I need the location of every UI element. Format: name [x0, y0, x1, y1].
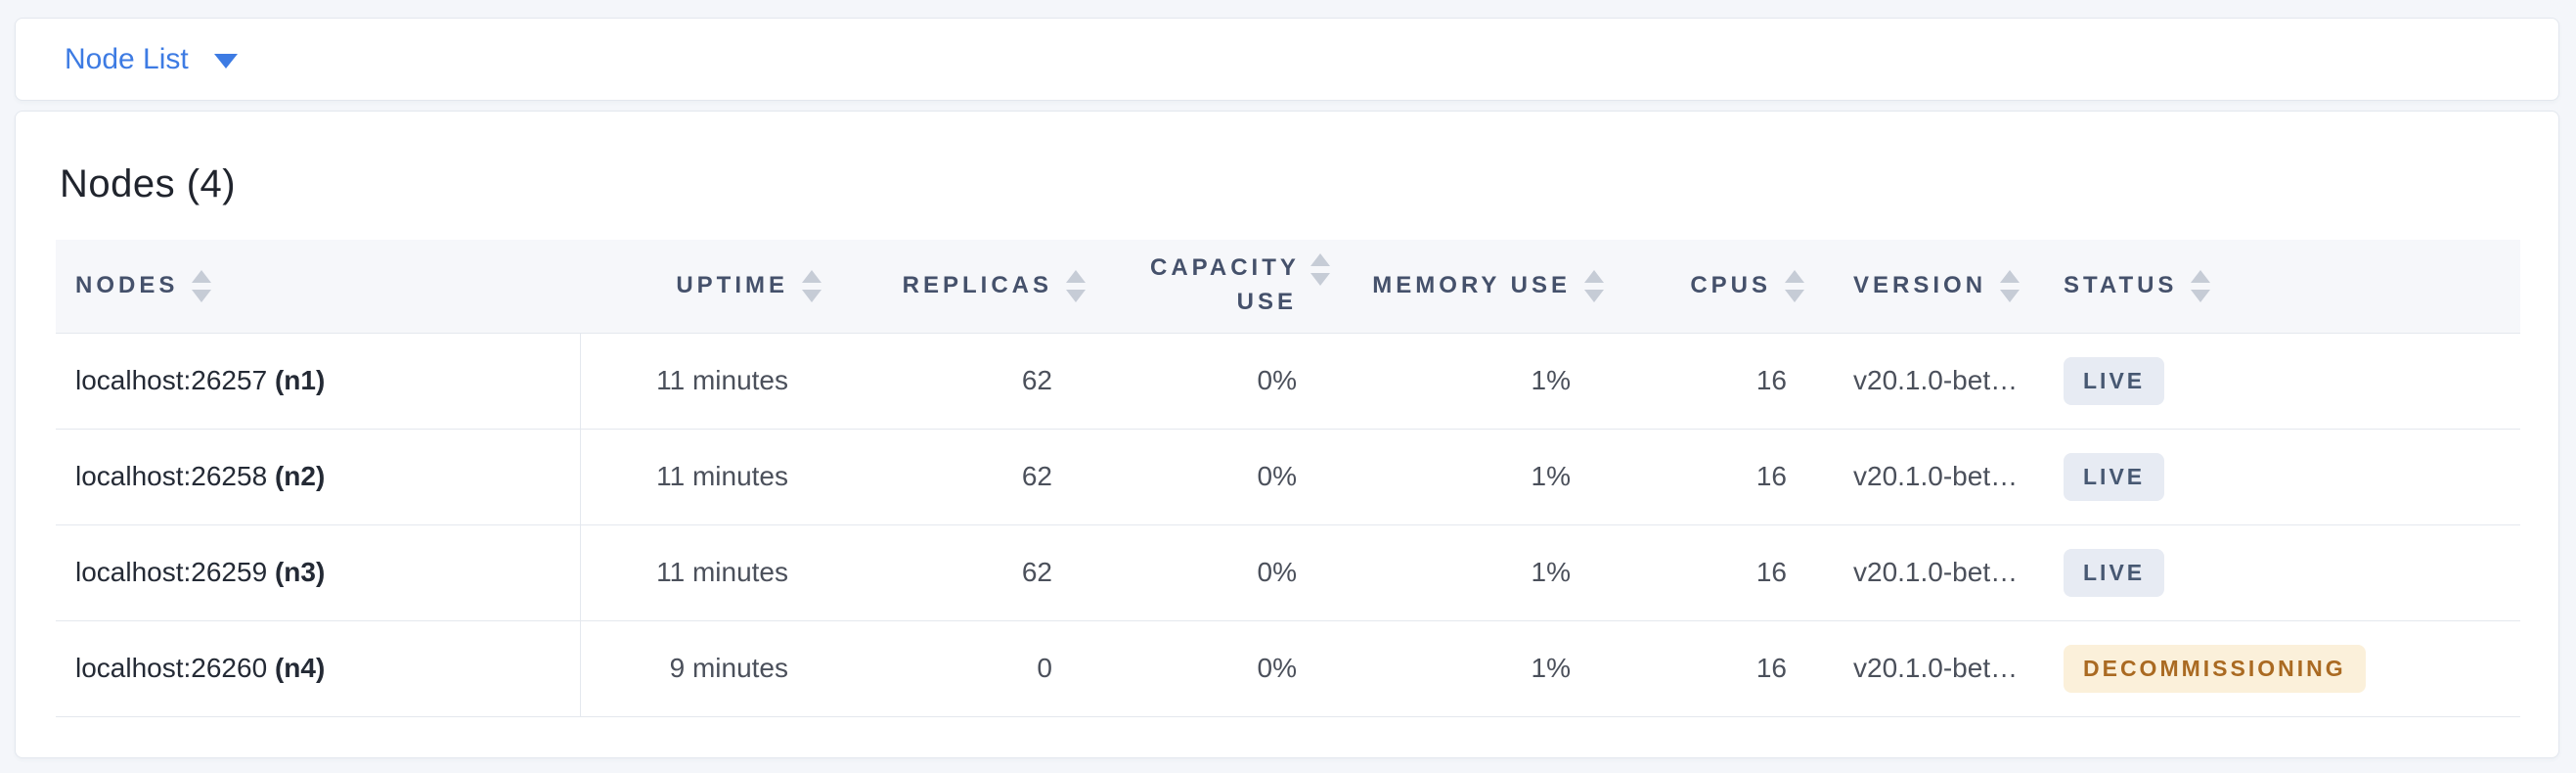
status-cell: LIVE	[2044, 524, 2520, 621]
capacity-use-cell: 0%	[1115, 332, 1359, 430]
version-cell: v20.1.0-bet…	[1834, 429, 2044, 525]
node-id: (n4)	[274, 653, 326, 683]
uptime-cell: 11 minutes	[580, 524, 851, 621]
table-row[interactable]: localhost:26258 (n2) 11 minutes 62 0% 1%…	[56, 429, 2520, 525]
capacity-use-cell: 0%	[1115, 524, 1359, 621]
status-badge: LIVE	[2064, 548, 2165, 597]
nodes-table: Nodes Uptime Replicas	[56, 240, 2520, 717]
sort-icon[interactable]	[192, 269, 212, 302]
node-id: (n3)	[274, 557, 326, 587]
cpus-cell: 16	[1633, 620, 1834, 717]
sort-icon[interactable]	[1584, 269, 1604, 302]
status-badge: DECOMMISSIONING	[2064, 644, 2366, 693]
table-header-row: Nodes Uptime Replicas	[56, 240, 2520, 334]
node-address-cell[interactable]: localhost:26257 (n1)	[56, 332, 581, 430]
column-header-memory-use[interactable]: Memory Use	[1359, 240, 1633, 334]
uptime-cell: 9 minutes	[580, 620, 851, 717]
sort-icon[interactable]	[802, 269, 822, 302]
status-badge: LIVE	[2064, 356, 2165, 405]
node-id: (n2)	[274, 461, 326, 491]
sort-icon[interactable]	[1785, 269, 1804, 302]
node-address-cell[interactable]: localhost:26260 (n4)	[56, 620, 581, 717]
node-list-dropdown[interactable]: Node List	[65, 43, 238, 76]
replicas-cell: 0	[851, 620, 1115, 717]
page-title: Nodes (4)	[60, 162, 237, 205]
cpus-cell: 16	[1633, 429, 1834, 525]
memory-use-cell: 1%	[1359, 332, 1633, 430]
status-badge: LIVE	[2064, 452, 2165, 501]
memory-use-cell: 1%	[1359, 524, 1633, 621]
memory-use-cell: 1%	[1359, 620, 1633, 717]
version-cell: v20.1.0-bet…	[1834, 524, 2044, 621]
column-header-replicas[interactable]: Replicas	[851, 240, 1115, 334]
sort-icon[interactable]	[1310, 253, 1330, 287]
node-address-cell[interactable]: localhost:26258 (n2)	[56, 429, 581, 525]
view-selector-bar: Node List	[15, 18, 2559, 101]
column-header-cpus[interactable]: CPUs	[1633, 240, 1834, 334]
status-cell: LIVE	[2044, 429, 2520, 525]
version-cell: v20.1.0-bet…	[1834, 620, 2044, 717]
table-row[interactable]: localhost:26259 (n3) 11 minutes 62 0% 1%…	[56, 524, 2520, 621]
uptime-cell: 11 minutes	[580, 332, 851, 430]
caret-down-icon	[213, 54, 238, 68]
nodes-card: Nodes (4) Nodes Uptime	[15, 111, 2559, 758]
column-header-nodes[interactable]: Nodes	[56, 240, 580, 334]
node-list-dropdown-label: Node List	[65, 42, 189, 75]
node-id: (n1)	[274, 365, 326, 395]
column-header-version[interactable]: Version	[1834, 240, 2044, 334]
cpus-cell: 16	[1633, 524, 1834, 621]
replicas-cell: 62	[851, 332, 1115, 430]
column-header-capacity-use[interactable]: Capacity Use	[1115, 240, 1359, 334]
column-header-status[interactable]: Status	[2044, 240, 2520, 334]
table-row[interactable]: localhost:26257 (n1) 11 minutes 62 0% 1%…	[56, 332, 2520, 430]
sort-icon[interactable]	[2000, 269, 2021, 302]
sort-icon[interactable]	[2191, 269, 2211, 302]
cpus-cell: 16	[1633, 332, 1834, 430]
status-cell: LIVE	[2044, 332, 2520, 430]
column-header-uptime[interactable]: Uptime	[580, 240, 851, 334]
memory-use-cell: 1%	[1359, 429, 1633, 525]
uptime-cell: 11 minutes	[580, 429, 851, 525]
capacity-use-cell: 0%	[1115, 620, 1359, 717]
capacity-use-cell: 0%	[1115, 429, 1359, 525]
node-address-cell[interactable]: localhost:26259 (n3)	[56, 524, 581, 621]
status-cell: DECOMMISSIONING	[2044, 620, 2520, 717]
table-row[interactable]: localhost:26260 (n4) 9 minutes 0 0% 1% 1…	[56, 620, 2520, 717]
replicas-cell: 62	[851, 429, 1115, 525]
replicas-cell: 62	[851, 524, 1115, 621]
sort-icon[interactable]	[1066, 269, 1086, 302]
version-cell: v20.1.0-bet…	[1834, 332, 2044, 430]
